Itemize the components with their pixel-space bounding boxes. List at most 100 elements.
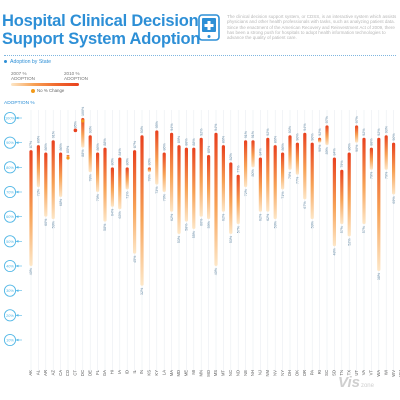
title-line-1: Hospital Clinical Decision <box>2 12 199 30</box>
medical-tablet-icon <box>198 14 220 41</box>
state-label: ME <box>184 370 189 376</box>
value-label-2010: 90% <box>296 133 300 141</box>
value-label-2010: 89% <box>273 135 277 143</box>
value-label-2010: 80% <box>125 157 129 165</box>
value-label-2007: 89% <box>325 146 329 154</box>
value-label-2010: 77% <box>236 165 240 173</box>
adoption-range-bar <box>110 167 114 207</box>
adoption-range-bar <box>184 147 188 222</box>
value-label-2007: 40% <box>214 267 218 275</box>
value-label-2010: 97% <box>325 115 329 123</box>
value-label-2007: 57% <box>236 225 240 233</box>
section-title: Adoption by State <box>10 59 51 65</box>
value-label-2007: 58% <box>103 223 107 231</box>
value-label-2007: 59% <box>51 220 55 228</box>
state-label: MT <box>221 370 226 376</box>
state-label: MO <box>206 369 211 376</box>
adoption-range-bar <box>170 132 174 212</box>
state-label: GA <box>102 370 107 376</box>
state-label: MD <box>176 370 181 377</box>
value-label-2007: 71% <box>281 191 285 199</box>
adoption-range-bar <box>369 147 373 170</box>
value-label-2007: 59% <box>273 220 277 228</box>
state-label: NJ <box>258 370 263 375</box>
state-label: RI <box>317 370 322 374</box>
value-label-2007: 68% <box>59 198 63 206</box>
value-label-2007: 38% <box>377 272 381 280</box>
value-label-2007: 78% <box>88 173 92 181</box>
legend-2007-label: 2007 % ADOPTION <box>11 71 35 81</box>
adoption-range-bar <box>103 147 107 222</box>
adoption-range-bar <box>81 118 85 148</box>
legend-2010-label: 2010 % ADOPTION <box>64 71 88 81</box>
value-label-2007: 90% <box>318 144 322 152</box>
value-label-2010: 89% <box>37 135 41 143</box>
page-title: Hospital Clinical Decision Support Syste… <box>2 12 200 48</box>
value-label-2010: 89% <box>222 135 226 143</box>
state-label: AK <box>28 370 33 376</box>
adoption-range-bar <box>340 169 344 225</box>
state-label: CO <box>65 369 70 376</box>
y-tick-pointer <box>15 289 19 292</box>
state-label: KS <box>147 370 152 376</box>
description-text: The clinical decision support system, or… <box>227 14 397 41</box>
state-label: OR <box>302 370 307 376</box>
adoption-range-bar <box>281 152 285 190</box>
y-tick-pointer <box>15 338 19 342</box>
value-label-2007: 90% <box>355 144 359 152</box>
y-tick-label: 20% <box>6 313 14 318</box>
adoption-range-bar <box>288 135 292 170</box>
adoption-range-bar <box>118 157 122 210</box>
value-label-2010: 95% <box>74 120 78 128</box>
value-label-2007: 88% <box>81 149 85 157</box>
state-label: AL <box>36 369 41 375</box>
state-label: WY <box>398 370 400 377</box>
adoption-range-bar <box>51 140 55 220</box>
adoption-range-bar <box>362 137 366 225</box>
watermark-logo: Viszone <box>338 374 374 391</box>
legend-no-change-label: No % Change <box>37 88 65 93</box>
state-label: DC <box>80 370 85 376</box>
adoption-range-bar <box>44 152 48 217</box>
y-tick-label: 80% <box>6 165 14 170</box>
value-label-2007: 62% <box>170 213 174 221</box>
value-label-2010: 94% <box>214 123 218 131</box>
y-tick-label: 40% <box>6 264 14 269</box>
watermark-text: Vis <box>338 374 360 391</box>
state-label: TN <box>339 370 344 376</box>
legend-gradient-bar <box>11 83 79 86</box>
value-label-2007: 64% <box>111 208 115 216</box>
adoption-range-bar <box>310 142 314 220</box>
state-label: MA <box>169 370 174 376</box>
y-tick-pointer <box>15 116 19 120</box>
adoption-range-bar <box>325 125 329 146</box>
adoption-range-bar <box>88 135 92 173</box>
value-label-2007: 53% <box>229 235 233 243</box>
value-label-2010: 86% <box>59 143 63 151</box>
adoption-range-bar <box>236 174 240 225</box>
adoption-range-bar <box>192 147 196 229</box>
value-label-2010: 86% <box>347 143 351 151</box>
value-label-2010: 86% <box>162 143 166 151</box>
value-label-2010: 84% <box>118 147 122 155</box>
value-label-2007: 79% <box>384 171 388 179</box>
value-label-2010: 88% <box>103 138 107 146</box>
adoption-range-bar <box>295 142 299 175</box>
adoption-range-bar <box>347 152 351 237</box>
state-label: OH <box>287 370 292 376</box>
legend: 2007 % ADOPTION 2010 % ADOPTION No % Cha… <box>4 70 94 96</box>
state-label: IA <box>117 370 122 374</box>
value-label-2007: 62% <box>222 213 226 221</box>
state-label: MI <box>191 370 196 375</box>
state-label: CT <box>73 370 78 376</box>
adoption-range-bar <box>29 150 33 266</box>
state-label: WA <box>376 370 381 377</box>
value-label-2010: 93% <box>88 125 92 133</box>
state-label: PA <box>309 370 314 375</box>
value-label-2010: 79% <box>340 160 344 168</box>
adoption-range-bar <box>244 140 248 188</box>
value-label-2010: 80% <box>148 157 152 165</box>
value-label-2010: 87% <box>133 140 137 148</box>
state-label: TX <box>346 370 351 376</box>
value-label-2010: 87% <box>29 140 33 148</box>
